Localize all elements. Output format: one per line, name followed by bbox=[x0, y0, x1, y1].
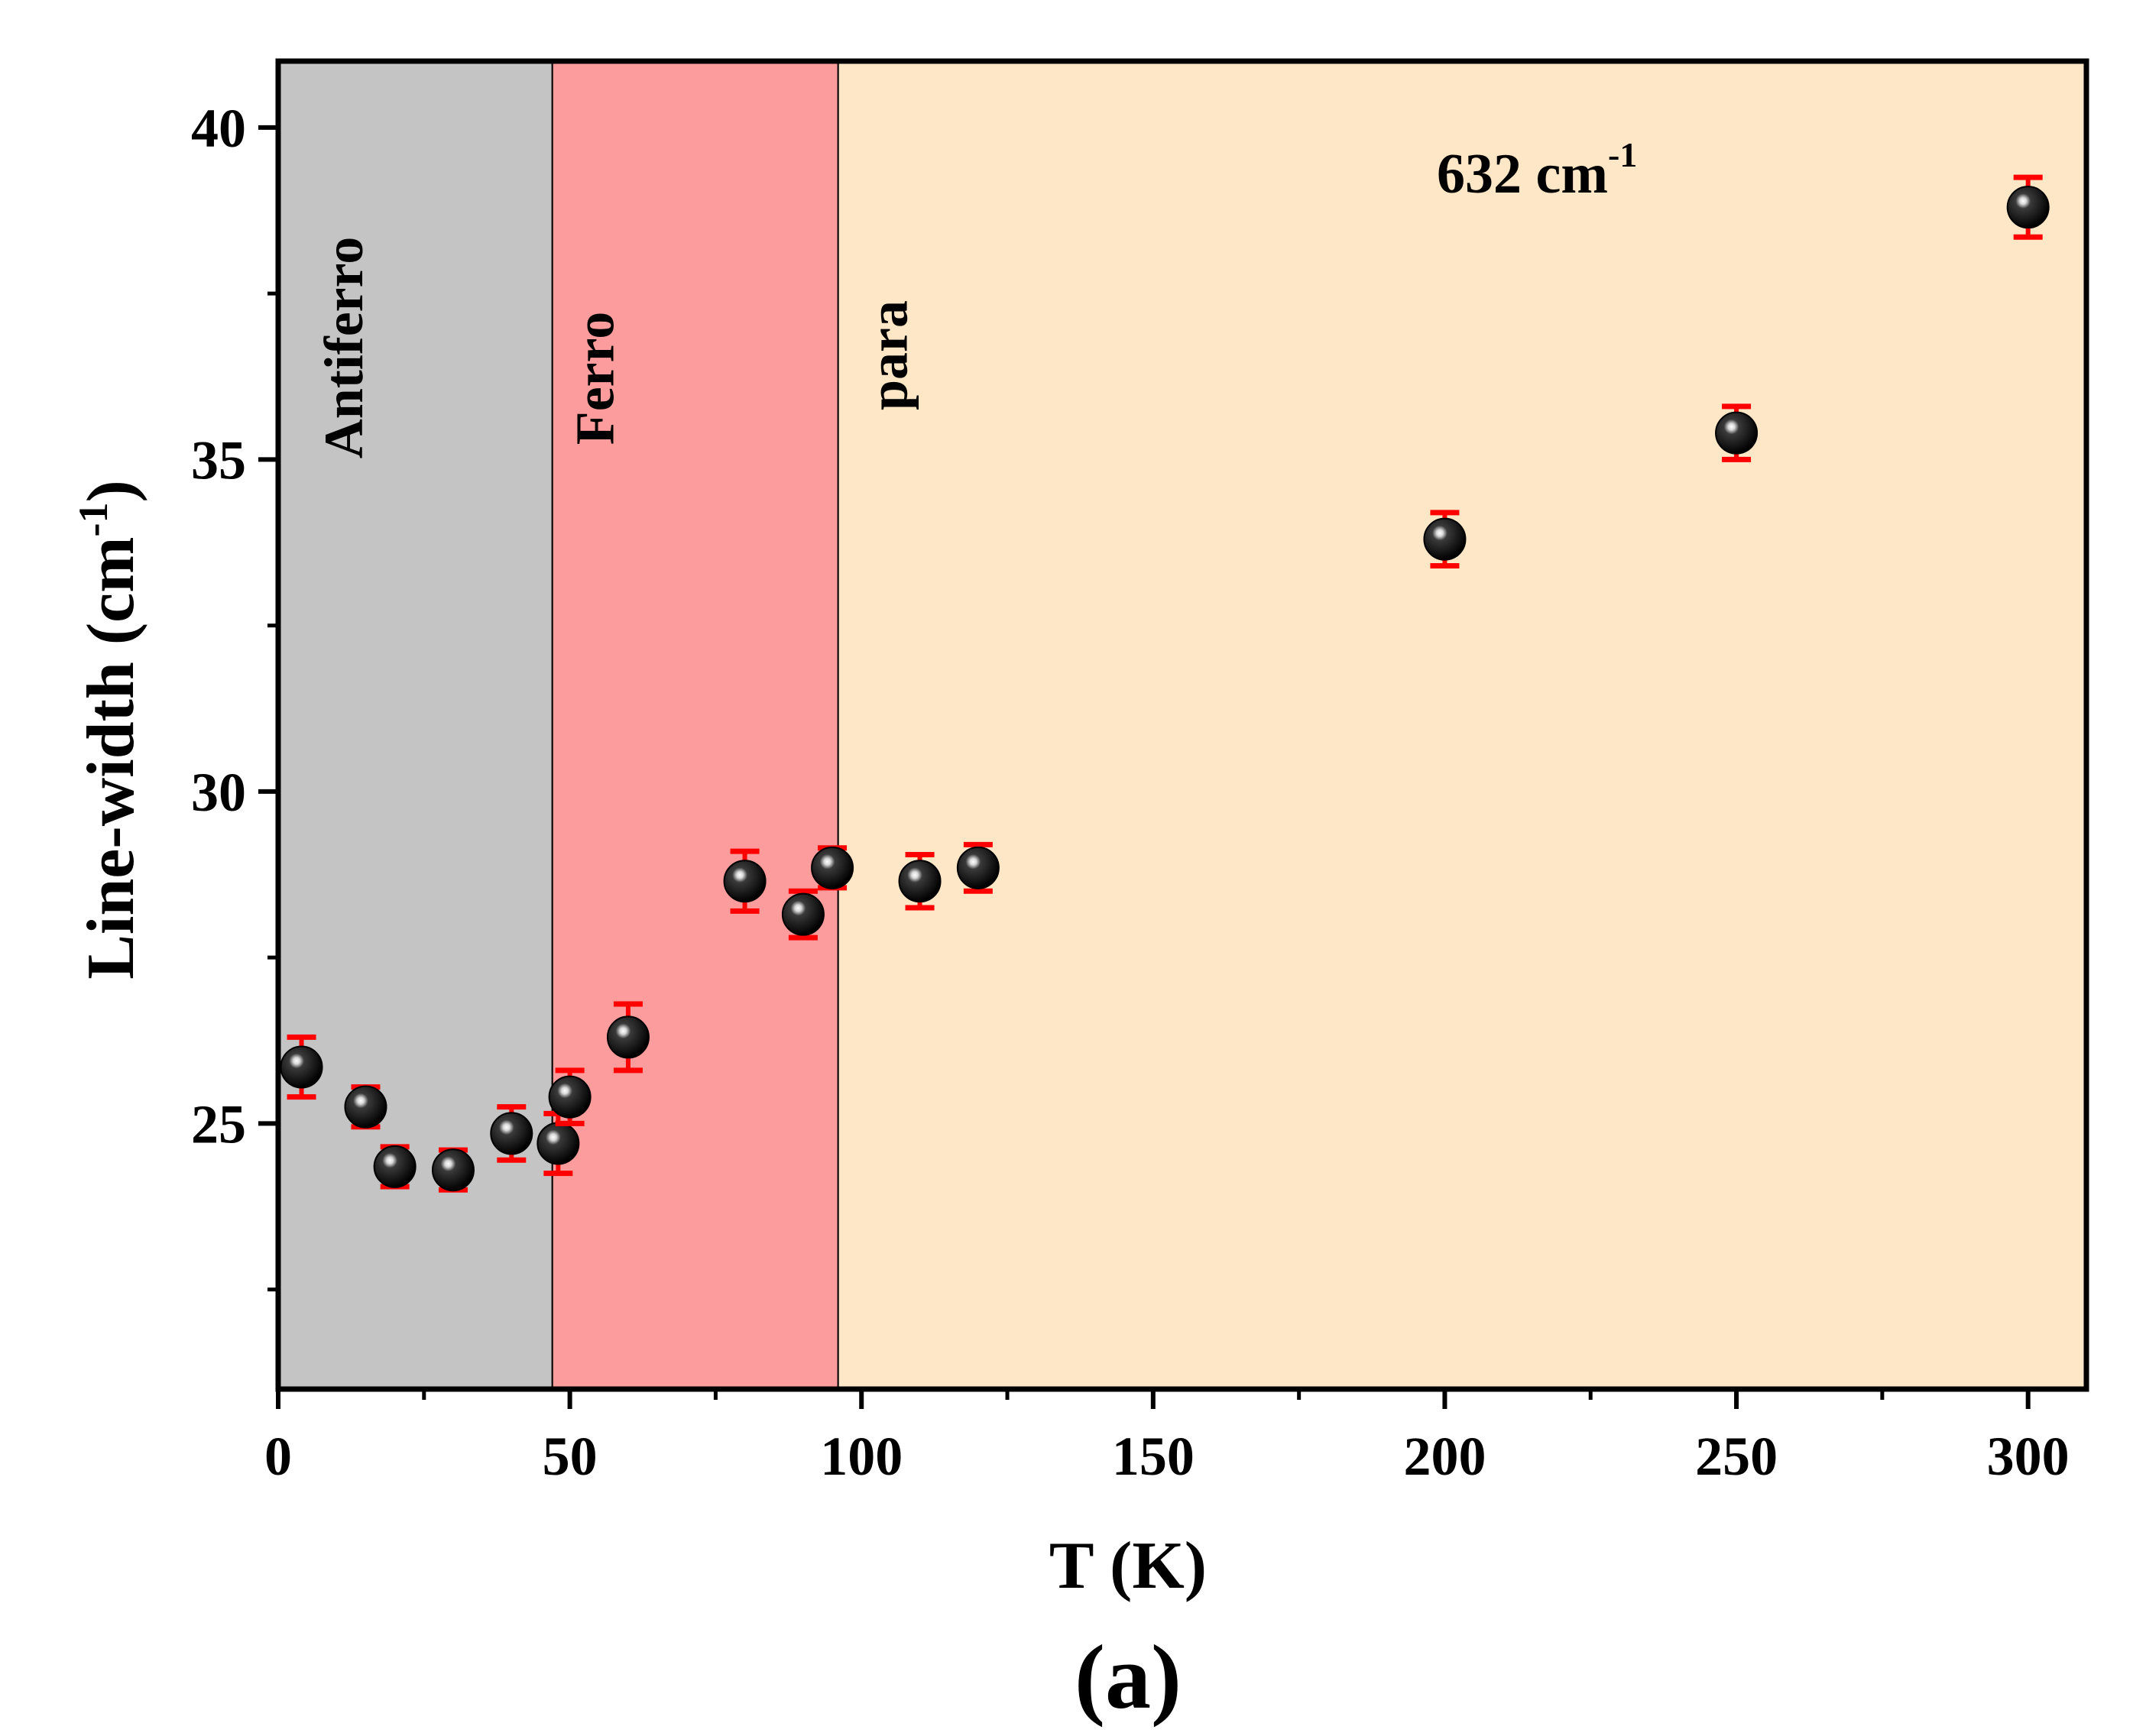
x-tick-label-200: 200 bbox=[1403, 1426, 1486, 1487]
region-para bbox=[837, 60, 2087, 1390]
region-label-para: para bbox=[858, 300, 919, 410]
data-point-12 bbox=[956, 841, 1000, 894]
x-tick-labels: 0 50 100 150 200 250 300 bbox=[264, 1426, 2070, 1487]
data-point-3 bbox=[431, 1147, 475, 1193]
major-ticks bbox=[258, 125, 2031, 1409]
marker-1 bbox=[344, 1085, 387, 1129]
y-tick-label-35: 35 bbox=[191, 429, 246, 491]
data-point-11 bbox=[898, 851, 942, 911]
plot-frame bbox=[275, 58, 2089, 1392]
marker-7 bbox=[606, 1015, 650, 1059]
annotation-632: 632 cm-1 bbox=[1437, 135, 1637, 206]
panel-label: (a) bbox=[1075, 1626, 1182, 1728]
region-label-ferro: Ferro bbox=[565, 312, 626, 445]
marker-3 bbox=[431, 1148, 475, 1192]
marker-15 bbox=[2006, 186, 2050, 229]
data-points bbox=[280, 174, 2050, 1193]
data-point-14 bbox=[1715, 403, 1759, 462]
y-tick-label-25: 25 bbox=[191, 1093, 246, 1155]
data-point-1 bbox=[344, 1084, 387, 1130]
data-point-6 bbox=[548, 1067, 592, 1126]
marker-14 bbox=[1715, 411, 1759, 455]
x-tick-label-150: 150 bbox=[1112, 1426, 1195, 1487]
data-point-4 bbox=[490, 1104, 533, 1163]
marker-10 bbox=[811, 846, 854, 889]
marker-4 bbox=[490, 1112, 533, 1155]
marker-12 bbox=[956, 846, 1000, 889]
region-label-antiferro: Antiferro bbox=[313, 237, 374, 459]
marker-2 bbox=[373, 1145, 417, 1188]
data-point-2 bbox=[373, 1144, 417, 1190]
region-ferro bbox=[551, 60, 839, 1390]
x-axis-label: T (K) bbox=[1049, 1529, 1207, 1603]
x-tick-label-250: 250 bbox=[1695, 1426, 1778, 1487]
data-point-8 bbox=[723, 848, 767, 914]
marker-11 bbox=[898, 860, 942, 903]
y-tick-label-30: 30 bbox=[191, 762, 246, 823]
data-point-7 bbox=[606, 1001, 650, 1074]
x-tick-label-0: 0 bbox=[264, 1426, 292, 1487]
region-labels: Antiferro Ferro para bbox=[313, 237, 919, 459]
marker-6 bbox=[548, 1075, 592, 1119]
phase-regions bbox=[277, 60, 2087, 1390]
marker-9 bbox=[781, 892, 825, 936]
marker-0 bbox=[280, 1045, 323, 1089]
data-point-9 bbox=[781, 888, 825, 941]
marker-5 bbox=[536, 1122, 580, 1165]
x-tick-label-100: 100 bbox=[820, 1426, 903, 1487]
y-axis-label: Line-width (cm-1) bbox=[70, 480, 148, 980]
data-point-0 bbox=[280, 1034, 323, 1100]
x-tick-label-50: 50 bbox=[543, 1426, 598, 1487]
data-point-10 bbox=[811, 845, 854, 891]
x-tick-label-300: 300 bbox=[1987, 1426, 2070, 1487]
data-point-13 bbox=[1423, 510, 1467, 568]
marker-8 bbox=[723, 860, 767, 903]
y-tick-labels: 25 30 35 40 bbox=[191, 98, 246, 1155]
y-tick-label-40: 40 bbox=[191, 98, 246, 159]
marker-13 bbox=[1423, 517, 1467, 561]
data-point-15 bbox=[2006, 174, 2050, 240]
